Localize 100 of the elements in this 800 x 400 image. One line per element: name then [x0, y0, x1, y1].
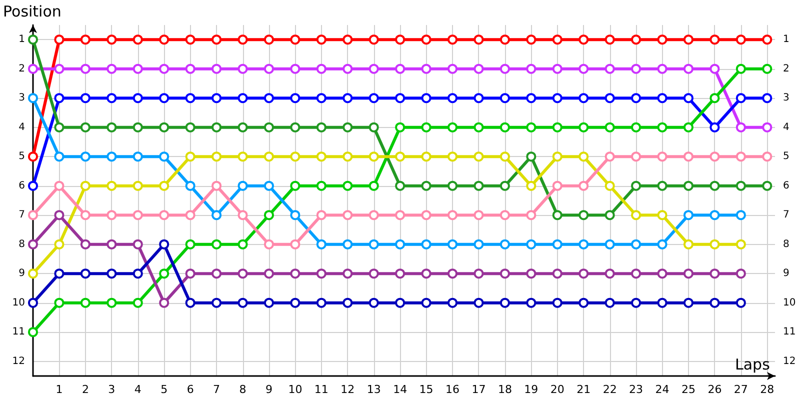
point	[762, 34, 772, 45]
point	[106, 64, 117, 74]
point	[28, 180, 38, 191]
point	[631, 210, 642, 220]
point	[736, 298, 746, 308]
point	[54, 122, 64, 132]
point	[710, 298, 720, 308]
point	[631, 152, 642, 162]
point	[631, 122, 642, 132]
point	[106, 239, 117, 250]
point	[80, 210, 90, 220]
point	[28, 327, 38, 338]
point	[342, 180, 353, 191]
x-tick-label: 15	[419, 383, 434, 396]
point	[526, 180, 536, 191]
point	[395, 64, 406, 74]
point	[448, 152, 458, 162]
point	[578, 239, 589, 250]
x-tick-label: 7	[213, 383, 220, 396]
point	[80, 298, 90, 308]
point	[54, 64, 64, 74]
point	[710, 268, 720, 279]
point	[368, 239, 379, 250]
point	[368, 64, 379, 74]
point	[526, 34, 536, 45]
point	[448, 210, 458, 220]
point	[500, 64, 510, 74]
point	[54, 298, 64, 308]
point	[290, 34, 300, 45]
y2-tick-label: 11	[783, 326, 796, 338]
point	[264, 239, 274, 250]
point	[552, 93, 562, 104]
y2-tick-label: 3	[783, 92, 790, 104]
point	[132, 93, 143, 104]
point	[132, 298, 143, 308]
point	[631, 298, 642, 308]
point	[290, 180, 300, 191]
point	[290, 239, 300, 250]
point	[474, 122, 484, 132]
point	[106, 210, 117, 220]
point	[474, 64, 484, 74]
point	[500, 34, 510, 45]
point	[212, 268, 222, 279]
point	[54, 152, 64, 162]
point	[578, 180, 589, 191]
point	[578, 268, 589, 279]
point	[657, 152, 668, 162]
point	[212, 93, 222, 104]
point	[604, 122, 615, 132]
point	[185, 239, 196, 250]
point	[106, 268, 117, 279]
point	[552, 34, 562, 45]
x-tick-label: 24	[655, 383, 670, 396]
point	[736, 268, 746, 279]
point	[28, 298, 38, 308]
point	[604, 239, 615, 250]
point	[238, 180, 248, 191]
point	[657, 180, 668, 191]
point	[448, 34, 458, 45]
y2-tick-label: 5	[783, 151, 790, 162]
point	[578, 34, 589, 45]
point	[631, 239, 642, 250]
x-tick-label: 9	[265, 383, 272, 396]
point	[395, 122, 406, 132]
point	[762, 152, 772, 162]
point	[710, 239, 720, 250]
point	[264, 298, 274, 308]
point	[710, 180, 720, 191]
point	[80, 93, 90, 104]
point	[395, 268, 406, 279]
point	[552, 152, 562, 162]
point	[500, 93, 510, 104]
point	[552, 122, 562, 132]
x-tick-label: 13	[366, 383, 381, 396]
point	[395, 93, 406, 104]
point	[290, 122, 300, 132]
y2-tick-label: 10	[783, 297, 796, 308]
point	[552, 64, 562, 74]
point	[526, 122, 536, 132]
point	[264, 268, 274, 279]
x-tick-label: 11	[314, 383, 328, 396]
point	[474, 180, 484, 191]
point	[657, 93, 668, 104]
point	[368, 93, 379, 104]
point	[683, 180, 694, 191]
point	[342, 122, 353, 132]
point	[54, 93, 64, 104]
point	[212, 34, 222, 45]
point	[368, 180, 379, 191]
x-tick-label: 21	[576, 383, 591, 396]
point	[132, 34, 143, 45]
point	[212, 180, 222, 191]
point	[28, 268, 38, 279]
point	[54, 180, 64, 191]
point	[106, 93, 117, 104]
point	[106, 34, 117, 45]
point	[448, 122, 458, 132]
point	[552, 210, 562, 220]
point	[657, 210, 668, 220]
point	[264, 152, 274, 162]
